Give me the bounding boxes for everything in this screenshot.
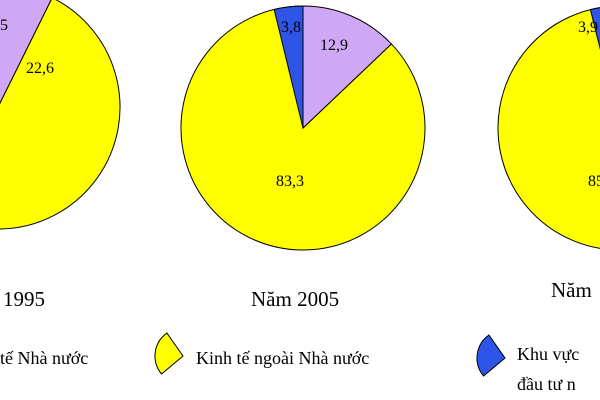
legend: tế Nhà nước Kinh tế ngoài Nhà nước Khu v… bbox=[0, 332, 579, 394]
pie-2005-label-fdi: 3,8 bbox=[281, 19, 301, 36]
pie-third-slice-fdi bbox=[589, 7, 600, 51]
pie-caption-2005: Năm 2005 bbox=[251, 287, 339, 311]
legend-label-fdi-line2: đầu tư n bbox=[517, 374, 576, 394]
pie-2005-label-non-state: 83,3 bbox=[276, 173, 304, 190]
pie-1995-label-fdi: ,5 bbox=[0, 17, 8, 34]
pie-1995-slice-non-state bbox=[0, 0, 121, 230]
legend-swatch-non-state bbox=[154, 332, 184, 375]
legend-label-non-state: Kinh tế ngoài Nhà nước bbox=[196, 348, 369, 368]
legend-label-fdi: Khu vực bbox=[517, 344, 579, 364]
pie-2005-slice-state bbox=[302, 5, 393, 130]
pie-third-slice-non-state bbox=[497, 7, 600, 249]
pie-caption-third: Năm bbox=[551, 278, 592, 302]
pie-1995-label-state: 22,6 bbox=[26, 60, 54, 77]
pie-caption-1995: 1995 bbox=[3, 287, 45, 311]
pie-third-label-fdi: 3,9 bbox=[578, 19, 598, 36]
pie-1995-slice-state bbox=[0, 0, 52, 105]
pie-2005-slice-fdi bbox=[273, 5, 304, 129]
pie-third-label-non-state: 85 bbox=[588, 173, 600, 190]
legend-swatch-fdi bbox=[476, 334, 506, 377]
pie-2005-label-state: 12,9 bbox=[320, 37, 348, 54]
legend-label-state: tế Nhà nước bbox=[0, 348, 88, 368]
